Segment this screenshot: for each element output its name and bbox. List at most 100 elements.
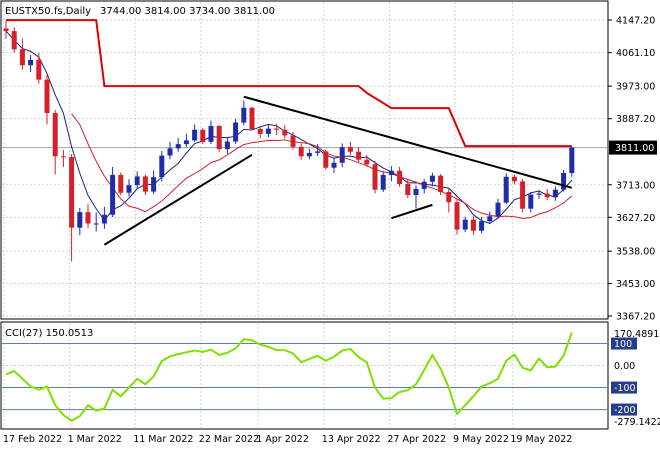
candle-body (405, 184, 411, 196)
candle-body (69, 157, 75, 228)
candle-body (36, 59, 42, 80)
candle-body (151, 177, 157, 192)
candle-body (503, 176, 509, 203)
resistance-step-line (6, 19, 572, 148)
date-tick-label: 13 Apr 2022 (322, 434, 381, 445)
date-tick-label: 9 May 2022 (453, 434, 509, 445)
candle-body (438, 175, 444, 192)
cci-level-label: -100 (614, 383, 636, 394)
trendline (391, 203, 433, 220)
candle-body (282, 129, 288, 136)
candle-body (528, 194, 534, 209)
candle-body (569, 147, 575, 174)
candle-body (495, 202, 501, 217)
resistance-step-line (6, 19, 572, 148)
cci-level-label: 100 (614, 339, 632, 350)
candle-body (298, 146, 304, 157)
candle-body (126, 185, 132, 193)
candle-body (413, 188, 419, 196)
price-tick-label: 3453.00 (616, 279, 655, 290)
candle-body (306, 152, 312, 157)
cci-title: CCI(27) 150.0513 (5, 328, 93, 339)
cci-level-label: -200 (614, 405, 636, 416)
cci-panel-frame (0, 321, 609, 430)
candle-body (421, 181, 427, 189)
candle-body (44, 79, 50, 114)
moving-averages (5, 30, 573, 225)
cci-scale-label: 0.00 (614, 361, 635, 372)
date-tick-label: 1 Mar 2022 (68, 434, 122, 445)
cci-series (5, 332, 573, 422)
candle-body (101, 214, 107, 224)
candle-body (19, 49, 25, 66)
price-tick-label: 3713.00 (616, 180, 655, 191)
cci-line (5, 332, 573, 422)
candle-body (347, 147, 353, 152)
date-tick-label: 27 Apr 2022 (387, 434, 446, 445)
trendlines (103, 95, 573, 246)
candle-body (175, 144, 181, 149)
candle-body (561, 173, 567, 190)
candle-body (118, 174, 124, 193)
candle-body (290, 135, 296, 147)
candle-body (142, 176, 148, 192)
current-price-label: 3811.00 (615, 143, 654, 154)
axes: 17 Feb 2022 1 Mar 2022 11 Mar 2022 22 Mar 2… (3, 16, 660, 446)
candle-body (265, 128, 271, 134)
candle-body (274, 128, 280, 130)
trendline (243, 95, 573, 189)
price-tick-label: 3367.20 (616, 312, 655, 323)
candle-body (511, 176, 517, 182)
price-tick-label: 4147.20 (616, 16, 655, 27)
candle-body (331, 162, 337, 168)
candle-body (192, 129, 198, 141)
candle-body (93, 223, 99, 225)
grid (2, 2, 607, 428)
candle-body (77, 212, 83, 228)
cci-scale-label: 170.4891 (614, 329, 659, 340)
candle-body (134, 176, 140, 186)
candle-body (28, 59, 34, 66)
candle-body (470, 219, 476, 231)
price-panel-frame (0, 0, 609, 320)
header-symbol: EUSTX50.fs,Daily (5, 6, 91, 17)
candle-body (323, 151, 329, 168)
candle-body (159, 155, 165, 178)
candle-body (520, 181, 526, 209)
candle-body (536, 193, 542, 195)
candle-body (388, 170, 394, 175)
candle-body (454, 202, 460, 230)
ma-slow-line (71, 113, 573, 219)
cci-scale-label: -279.1422 (614, 417, 660, 428)
candle-body (216, 125, 222, 150)
cci-level-box (611, 403, 637, 416)
candle-body (3, 28, 9, 32)
candle-body (380, 174, 386, 190)
date-tick-label: 11 Mar 2022 (133, 434, 193, 445)
price-tick-label: 3973.00 (616, 82, 655, 93)
candlesticks (3, 20, 575, 262)
candle-body (487, 216, 493, 222)
candle-body (397, 170, 403, 185)
candle-body (552, 189, 558, 198)
candle-body (479, 221, 485, 231)
header-ohlc: 3744.00 3814.00 3734.00 3811.00 (100, 6, 275, 17)
date-tick-label: 19 May 2022 (510, 434, 572, 445)
candle-body (249, 107, 255, 129)
price-tick-label: 3538.00 (616, 247, 655, 258)
price-tick-label: 3887.20 (616, 114, 655, 125)
candle-body (241, 107, 247, 123)
date-tick-label: 1 Apr 2022 (256, 434, 309, 445)
trendline (103, 153, 253, 246)
candle-body (85, 212, 91, 224)
candle-body (372, 164, 378, 190)
current-price-tag (609, 140, 657, 155)
date-tick-label: 22 Mar 2022 (199, 434, 259, 445)
candle-body (446, 191, 452, 203)
candle-body (233, 122, 239, 142)
cci-level-box (611, 337, 637, 350)
candle-body (208, 125, 214, 142)
candle-body (183, 140, 189, 145)
